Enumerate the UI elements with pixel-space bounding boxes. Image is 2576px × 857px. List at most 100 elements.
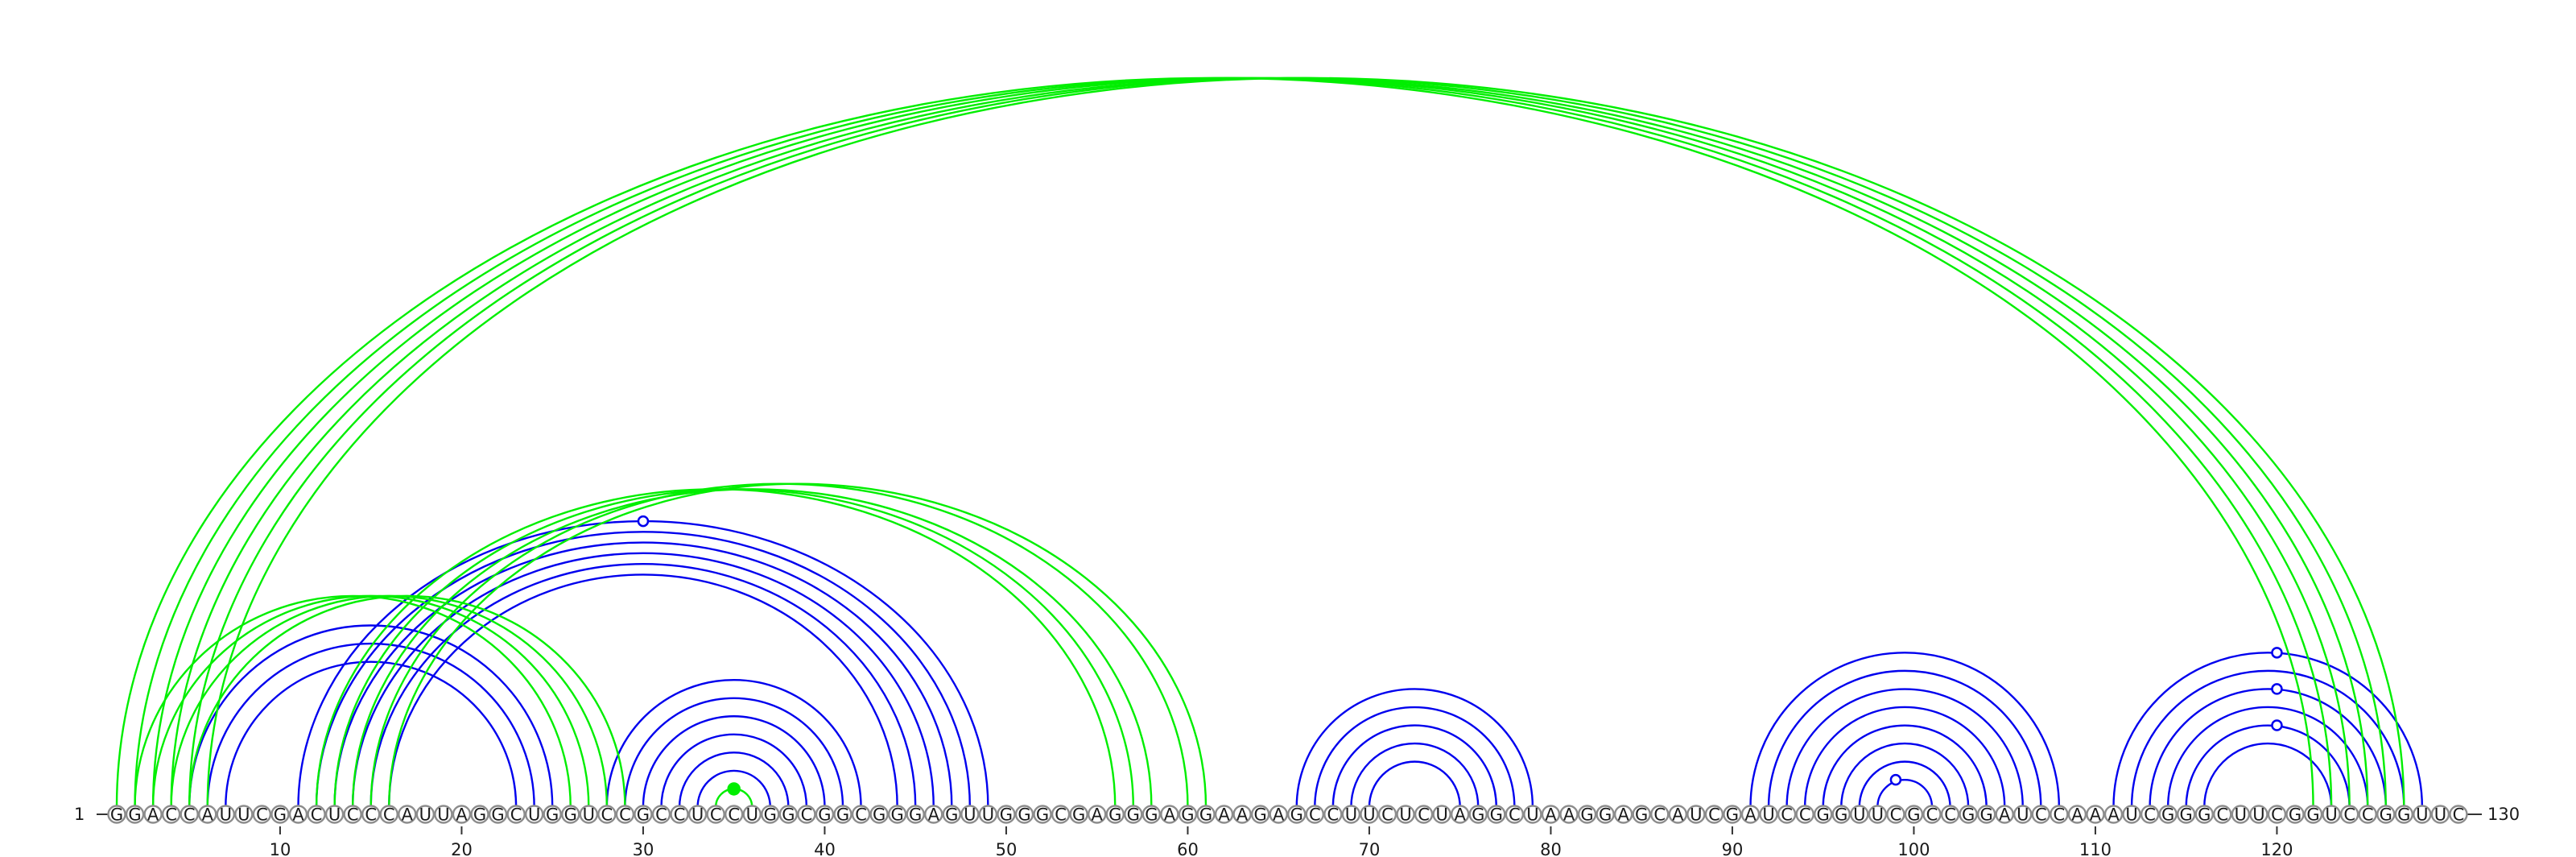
nucleotide-letter: G <box>2161 805 2174 825</box>
nucleotide-circle <box>1360 805 1379 824</box>
nucleotide-circle <box>706 805 725 824</box>
nucleotide-125: C <box>2358 805 2377 825</box>
nucleotide-circle <box>1523 805 1542 824</box>
nucleotide-letter: A <box>1545 805 1557 825</box>
nucleotide-74: U <box>1432 805 1451 825</box>
nucleotide-circle <box>797 805 816 824</box>
nucleotide-10: G <box>270 805 290 825</box>
nucleotide-letter: A <box>1999 805 2011 825</box>
green-pair-arc-16-61 <box>388 482 1208 808</box>
nucleotide-circle <box>1124 805 1143 824</box>
tick-label-30: 30 <box>633 840 654 857</box>
tick-label-120: 120 <box>2260 840 2293 857</box>
nucleotide-85: G <box>1632 805 1651 825</box>
nucleotide-117: C <box>2213 805 2232 825</box>
nucleotide-35: C <box>724 805 744 825</box>
nucleotide-circle <box>579 805 598 824</box>
nucleotide-circle <box>2122 805 2141 824</box>
nucleotide-86: C <box>1650 805 1670 825</box>
nucleotide-letter: U <box>2325 805 2337 825</box>
nucleotide-letter: C <box>1327 805 1340 825</box>
nucleotide-circle <box>997 805 1016 824</box>
nucleotide-circle <box>415 805 436 824</box>
blue-pair-arc-16-44 <box>388 573 898 808</box>
nucleotide-circle <box>2376 805 2396 824</box>
nucleotide-letter: G <box>2180 805 2193 825</box>
tick-label-70: 70 <box>1359 840 1381 857</box>
nucleotide-circle <box>1940 805 1960 824</box>
nucleotide-letter: U <box>1690 805 1702 825</box>
nucleotide-letter: C <box>165 805 177 825</box>
nucleotide-82: G <box>1577 805 1597 825</box>
nucleotide-letter: C <box>2216 805 2228 825</box>
nucleotide-24: U <box>524 805 544 825</box>
nucleotide-letter: A <box>1744 805 1757 825</box>
nucleotide-113: C <box>2140 805 2160 825</box>
nucleotide-101: C <box>1922 805 1942 825</box>
nucleotide-27: U <box>579 805 598 825</box>
nucleotide-circle <box>1850 805 1869 824</box>
nucleotide-circle <box>1160 805 1179 824</box>
nucleotide-letter: C <box>2035 805 2047 825</box>
nucleotide-13: U <box>324 805 345 825</box>
nucleotide-118: U <box>2231 805 2251 825</box>
nucleotide-letter: C <box>510 805 522 825</box>
nucleotide-letter: U <box>437 805 449 825</box>
nucleotide-102: C <box>1940 805 1960 825</box>
nucleotide-letter: C <box>855 805 867 825</box>
nucleotide-circle <box>543 805 562 824</box>
nucleotide-circle <box>288 805 308 824</box>
nucleotide-letter: G <box>818 805 831 825</box>
nucleotide-letter: G <box>1290 805 1303 825</box>
nucleotide-104: G <box>1976 805 1996 825</box>
nucleotide-letter: G <box>764 805 777 825</box>
nucleotide-letter: G <box>873 805 886 825</box>
nucleotide-letter: C <box>674 805 686 825</box>
nucleotide-124: C <box>2339 805 2359 825</box>
nucleotide-circle <box>198 805 217 824</box>
nucleotide-circle <box>1922 805 1942 824</box>
green-pair-arc-4-125 <box>171 78 2368 807</box>
nucleotide-letter: U <box>528 805 540 825</box>
nucleotide-circle <box>2322 805 2341 824</box>
nucleotide-circle <box>2285 805 2305 824</box>
nucleotide-letter: A <box>1563 805 1575 825</box>
green-pair-arc-14-58 <box>351 488 1153 808</box>
nucleotide-circle <box>687 805 708 824</box>
nucleotide-73: C <box>1414 805 1434 825</box>
nucleotide-letter: C <box>256 805 268 825</box>
nucleotide-circle <box>1468 805 1488 824</box>
nucleotide-letter: A <box>456 805 468 825</box>
nucleotide-letter: C <box>383 805 395 825</box>
nucleotide-letter: G <box>1199 805 1212 825</box>
nucleotide-letter: G <box>2380 805 2392 825</box>
nucleotide-letter: A <box>1236 805 1249 825</box>
nucleotide-letter: C <box>2362 805 2374 825</box>
nucleotide-letter: G <box>836 805 849 825</box>
nucleotide-61: G <box>1196 805 1216 825</box>
nucleotide-circle <box>324 805 345 824</box>
nucleotide-letter: A <box>1164 805 1176 825</box>
nucleotide-45: G <box>906 805 925 825</box>
nucleotide-letter: G <box>782 805 795 825</box>
nucleotide-circle <box>307 805 326 824</box>
nucleotide-129: U <box>2430 805 2450 825</box>
blue-pair-arc-66-79 <box>1295 688 1534 808</box>
nucleotide-65: A <box>1269 805 1288 825</box>
nucleotide-2: G <box>125 805 145 825</box>
nucleotide-letter: C <box>2271 805 2283 825</box>
nucleotide-126: G <box>2376 805 2396 825</box>
nucleotide-circle <box>506 805 526 824</box>
nucleotide-letter: C <box>710 805 722 825</box>
nucleotide-letter: G <box>1018 805 1030 825</box>
nucleotide-letter: C <box>1944 805 1956 825</box>
green-pair-arc-1-122 <box>117 78 2314 807</box>
nucleotide-81: A <box>1559 805 1579 825</box>
position-axis: 10 20 30 40 50 60 70 80 90 100 110 120 <box>270 826 2293 857</box>
nucleotide-letter: G <box>637 805 650 825</box>
nucleotide-letter: G <box>1254 805 1267 825</box>
nucleotide-55: A <box>1087 805 1107 825</box>
nucleotide-circle <box>143 805 163 824</box>
nucleotide-circle <box>2031 805 2051 824</box>
nucleotide-circle <box>778 805 799 824</box>
